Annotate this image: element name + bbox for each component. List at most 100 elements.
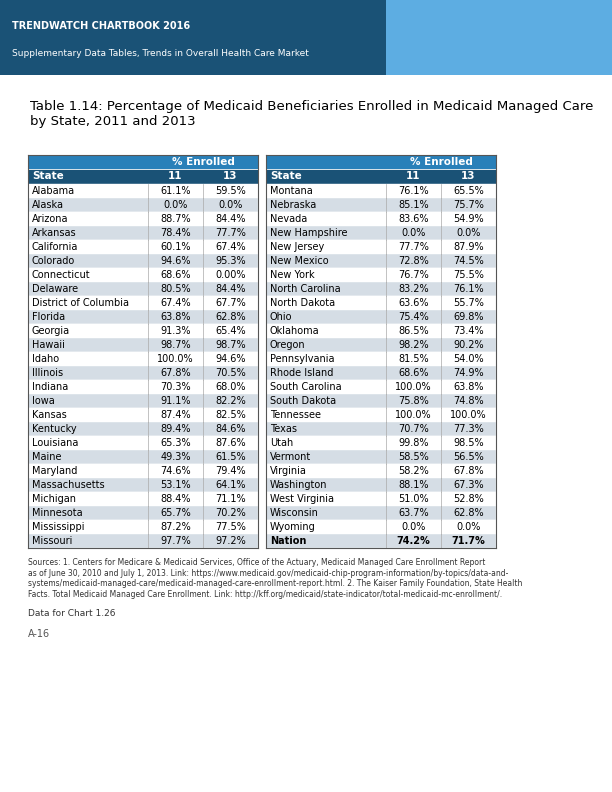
FancyBboxPatch shape [28, 169, 258, 184]
Text: Indiana: Indiana [32, 382, 69, 392]
Text: 74.5%: 74.5% [453, 256, 484, 265]
Text: Kansas: Kansas [32, 410, 67, 420]
Text: 70.5%: 70.5% [215, 368, 246, 378]
FancyBboxPatch shape [28, 450, 258, 464]
Text: 100.0%: 100.0% [450, 410, 487, 420]
Text: 77.7%: 77.7% [215, 227, 246, 238]
FancyBboxPatch shape [266, 226, 496, 240]
Text: Delaware: Delaware [32, 284, 78, 294]
Text: 86.5%: 86.5% [398, 326, 429, 336]
Text: 73.4%: 73.4% [453, 326, 484, 336]
FancyBboxPatch shape [266, 408, 496, 422]
FancyBboxPatch shape [28, 197, 258, 211]
Text: 91.3%: 91.3% [160, 326, 191, 336]
Text: 82.5%: 82.5% [215, 410, 246, 420]
Text: 11: 11 [168, 172, 183, 181]
Text: % Enrolled: % Enrolled [409, 158, 472, 167]
Text: Florida: Florida [32, 312, 65, 322]
FancyBboxPatch shape [266, 352, 496, 366]
FancyBboxPatch shape [266, 268, 496, 282]
Text: 88.1%: 88.1% [398, 480, 429, 490]
Text: 87.9%: 87.9% [453, 242, 484, 252]
Text: New Jersey: New Jersey [270, 242, 324, 252]
Text: 74.2%: 74.2% [397, 536, 430, 546]
FancyBboxPatch shape [28, 211, 258, 226]
FancyBboxPatch shape [28, 464, 258, 478]
Text: 70.3%: 70.3% [160, 382, 191, 392]
FancyBboxPatch shape [28, 268, 258, 282]
Text: 69.8%: 69.8% [453, 312, 483, 322]
FancyBboxPatch shape [266, 310, 496, 324]
Text: 77.7%: 77.7% [398, 242, 429, 252]
Text: 74.9%: 74.9% [453, 368, 484, 378]
Text: Virginia: Virginia [270, 466, 307, 476]
Text: 75.4%: 75.4% [398, 312, 429, 322]
Text: 67.7%: 67.7% [215, 298, 246, 308]
Text: 98.5%: 98.5% [453, 438, 484, 448]
Text: Nevada: Nevada [270, 214, 307, 223]
Text: 87.4%: 87.4% [160, 410, 191, 420]
Text: 61.1%: 61.1% [160, 185, 191, 196]
Text: 0.00%: 0.00% [215, 270, 246, 280]
Text: Iowa: Iowa [32, 396, 54, 406]
FancyBboxPatch shape [266, 211, 496, 226]
Text: Alaska: Alaska [32, 200, 64, 210]
FancyBboxPatch shape [28, 366, 258, 380]
Text: Michigan: Michigan [32, 494, 76, 505]
FancyBboxPatch shape [266, 169, 496, 184]
Text: Louisiana: Louisiana [32, 438, 78, 448]
FancyBboxPatch shape [28, 155, 258, 169]
Text: A-16: A-16 [28, 629, 50, 638]
Text: 83.2%: 83.2% [398, 284, 429, 294]
Text: 0.0%: 0.0% [401, 227, 426, 238]
Text: Hawaii: Hawaii [32, 340, 65, 350]
Text: 90.2%: 90.2% [453, 340, 484, 350]
Text: 81.5%: 81.5% [398, 354, 429, 364]
Text: 95.3%: 95.3% [215, 256, 246, 265]
Text: 97.2%: 97.2% [215, 536, 246, 546]
Text: 70.2%: 70.2% [215, 508, 246, 518]
Text: 82.2%: 82.2% [215, 396, 246, 406]
FancyBboxPatch shape [28, 282, 258, 295]
Text: 76.1%: 76.1% [398, 185, 429, 196]
Text: 87.2%: 87.2% [160, 523, 191, 532]
FancyBboxPatch shape [28, 295, 258, 310]
Text: 11: 11 [406, 172, 421, 181]
Text: West Virginia: West Virginia [270, 494, 334, 505]
Text: 0.0%: 0.0% [218, 200, 243, 210]
FancyBboxPatch shape [266, 324, 496, 338]
Text: 67.8%: 67.8% [453, 466, 484, 476]
Text: 80.5%: 80.5% [160, 284, 191, 294]
Text: Data for Chart 1.26: Data for Chart 1.26 [28, 608, 116, 618]
Text: Alabama: Alabama [32, 185, 75, 196]
FancyBboxPatch shape [266, 493, 496, 506]
Text: 88.4%: 88.4% [160, 494, 191, 505]
FancyBboxPatch shape [266, 464, 496, 478]
Text: New Hampshire: New Hampshire [270, 227, 348, 238]
Text: 0.0%: 0.0% [457, 523, 480, 532]
Text: Ohio: Ohio [270, 312, 293, 322]
Text: 77.3%: 77.3% [453, 424, 484, 434]
Text: Illinois: Illinois [32, 368, 63, 378]
FancyBboxPatch shape [266, 394, 496, 408]
Text: 67.3%: 67.3% [453, 480, 484, 490]
Text: 91.1%: 91.1% [160, 396, 191, 406]
Text: 55.7%: 55.7% [453, 298, 484, 308]
FancyBboxPatch shape [266, 478, 496, 493]
Text: Arizona: Arizona [32, 214, 69, 223]
Text: California: California [32, 242, 78, 252]
Text: Maine: Maine [32, 452, 61, 463]
FancyBboxPatch shape [28, 422, 258, 436]
Text: Minnesota: Minnesota [32, 508, 83, 518]
Text: Utah: Utah [270, 438, 293, 448]
Text: 68.0%: 68.0% [215, 382, 246, 392]
FancyBboxPatch shape [28, 253, 258, 268]
FancyBboxPatch shape [266, 282, 496, 295]
Text: 63.8%: 63.8% [453, 382, 483, 392]
Text: 62.8%: 62.8% [215, 312, 246, 322]
Text: District of Columbia: District of Columbia [32, 298, 129, 308]
Text: 78.4%: 78.4% [160, 227, 191, 238]
Text: Arkansas: Arkansas [32, 227, 76, 238]
Text: 74.6%: 74.6% [160, 466, 191, 476]
Text: TRENDWATCH CHARTBOOK 2016: TRENDWATCH CHARTBOOK 2016 [12, 21, 190, 31]
